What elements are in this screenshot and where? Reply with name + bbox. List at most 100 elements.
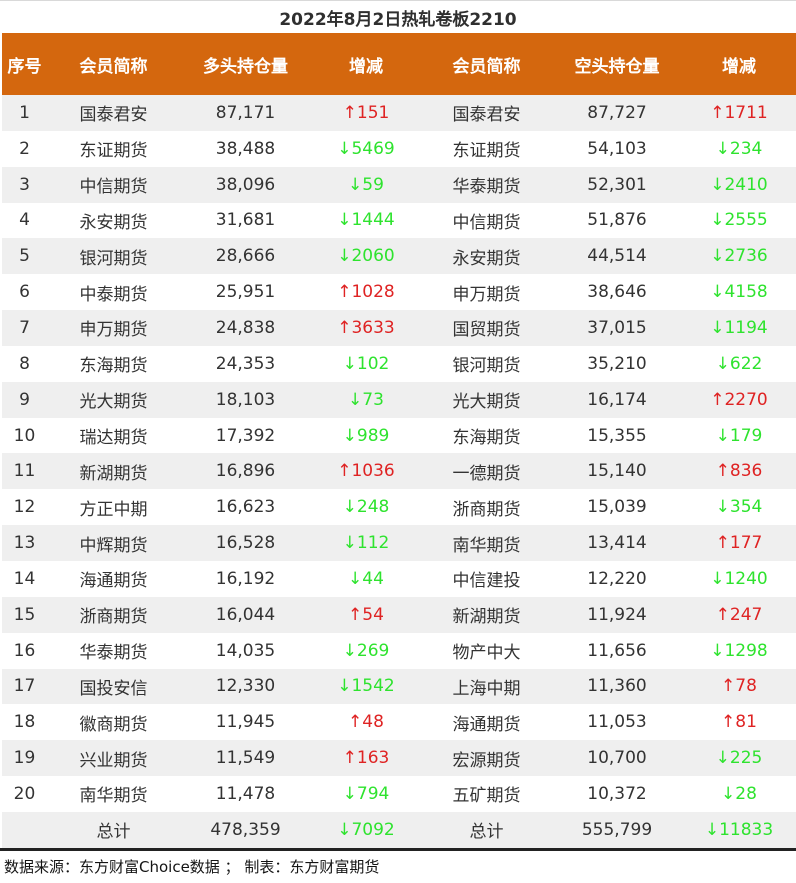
short-member-name: 国贸期货 [452, 320, 521, 341]
long-change-value: ↓269 [342, 640, 390, 661]
short-change-value: ↑78 [721, 676, 757, 697]
row-index: 10 [13, 425, 36, 446]
short-total-change: ↓11833 [704, 819, 774, 840]
table-header: 序号 会员简称 多头持仓量 增减 会员简称 空头持仓量 增减 [0, 33, 796, 95]
header-short-member: 会员简称 [452, 56, 521, 77]
long-member-name: 东证期货 [79, 141, 148, 162]
short-change-value: ↓2410 [710, 174, 768, 195]
short-change-value: ↓354 [715, 497, 763, 518]
short-total-value: 555,799 [581, 819, 653, 840]
long-member-name: 南华期货 [79, 786, 148, 807]
short-member-name: 五矿期货 [452, 786, 521, 807]
short-position-value: 38,646 [587, 282, 647, 303]
long-change-value: ↓248 [342, 497, 390, 518]
long-change-value: ↑54 [348, 604, 384, 625]
long-position-value: 28,666 [215, 246, 276, 267]
short-change-value: ↓4158 [710, 282, 768, 303]
long-member-name: 中信期货 [79, 177, 148, 198]
short-change-value: ↓2555 [710, 210, 768, 231]
row-index: 3 [19, 174, 30, 195]
long-change-value: ↓73 [348, 389, 384, 410]
short-member-name: 中信期货 [452, 212, 521, 233]
short-member-name: 上海中期 [452, 678, 521, 699]
long-position-value: 17,392 [215, 425, 276, 446]
short-change-value: ↑2270 [710, 389, 768, 410]
short-change-value: ↓1298 [710, 640, 768, 661]
table-row: 5 银河期货 28,666 ↓2060 永安期货 44,514 ↓2736 [0, 238, 796, 275]
long-change-value: ↑1028 [337, 282, 395, 303]
long-position-value: 11,945 [215, 712, 276, 733]
long-position-value: 16,528 [215, 533, 276, 554]
long-total-label: 总计 [96, 822, 131, 843]
row-index: 1 [19, 102, 30, 123]
row-index [2, 812, 47, 848]
short-member-name: 东海期货 [452, 428, 521, 449]
total-row: 总计 478,359 ↓7092 总计 555,799 ↓11833 [0, 811, 796, 848]
row-index: 2 [19, 138, 30, 159]
row-index: 6 [19, 282, 30, 303]
row-index: 13 [13, 533, 36, 554]
table-row: 6 中泰期货 25,951 ↑1028 申万期货 38,646 ↓4158 [0, 274, 796, 311]
short-change-value: ↓234 [715, 138, 763, 159]
table-row: 3 中信期货 38,096 ↓59 华泰期货 52,301 ↓2410 [0, 166, 796, 203]
table-row: 19 兴业期货 11,549 ↑163 宏源期货 10,700 ↓225 [0, 740, 796, 777]
short-change-value: ↓179 [715, 425, 763, 446]
table-row: 17 国投安信 12,330 ↓1542 上海中期 11,360 ↑78 [0, 668, 796, 705]
row-index: 19 [13, 748, 36, 769]
short-change-value: ↓2736 [710, 246, 768, 267]
short-member-name: 南华期货 [452, 535, 521, 556]
header-long-change: 增减 [349, 56, 383, 77]
short-member-name: 东证期货 [452, 141, 521, 162]
long-member-name: 新湖期货 [79, 463, 148, 484]
long-member-name: 国投安信 [79, 678, 148, 699]
long-change-value: ↑151 [342, 102, 390, 123]
table-row: 10 瑞达期货 17,392 ↓989 东海期货 15,355 ↓179 [0, 417, 796, 454]
short-position-value: 35,210 [587, 353, 647, 374]
table-row: 18 徽商期货 11,945 ↑48 海通期货 11,053 ↑81 [0, 704, 796, 741]
long-position-value: 11,549 [215, 748, 276, 769]
short-position-value: 10,372 [587, 783, 647, 804]
short-member-name: 一德期货 [452, 463, 521, 484]
long-position-value: 25,951 [215, 282, 276, 303]
long-member-name: 光大期货 [79, 392, 148, 413]
header-row-index: 序号 [7, 56, 42, 77]
short-position-value: 11,656 [587, 640, 647, 661]
long-change-value: ↓2060 [337, 246, 395, 267]
short-position-value: 52,301 [587, 174, 647, 195]
short-position-value: 54,103 [587, 138, 647, 159]
short-change-value: ↓225 [715, 748, 763, 769]
short-position-value: 15,039 [587, 497, 647, 518]
short-member-name: 中信建投 [452, 571, 521, 592]
long-member-name: 申万期货 [79, 320, 148, 341]
long-member-name: 瑞达期货 [79, 428, 148, 449]
table-row: 13 中辉期货 16,528 ↓112 南华期货 13,414 ↑177 [0, 525, 796, 561]
short-member-name: 华泰期货 [452, 177, 521, 198]
page-title: 2022年8月2日热轧卷板2210 [279, 9, 517, 30]
row-index: 17 [13, 676, 36, 697]
header-short-change: 增减 [722, 56, 756, 77]
row-index: 5 [19, 246, 30, 267]
long-change-value: ↓102 [342, 353, 390, 374]
long-position-value: 14,035 [215, 640, 276, 661]
long-total-change: ↓7092 [337, 819, 395, 840]
table-row: 8 东海期货 24,353 ↓102 银河期货 35,210 ↓622 [0, 345, 796, 382]
table-row: 16 华泰期货 14,035 ↓269 物产中大 11,656 ↓1298 [0, 632, 796, 669]
short-member-name: 物产中大 [452, 643, 521, 664]
short-member-name: 光大期货 [452, 392, 521, 413]
short-position-value: 44,514 [587, 246, 647, 267]
long-change-value: ↓44 [348, 568, 384, 589]
row-index: 12 [13, 497, 36, 518]
long-change-value: ↓794 [342, 783, 390, 804]
long-change-value: ↓59 [348, 174, 384, 195]
long-member-name: 华泰期货 [79, 643, 148, 664]
short-change-value: ↓622 [715, 353, 763, 374]
long-position-value: 24,838 [215, 317, 276, 338]
row-index: 14 [13, 568, 36, 589]
row-index: 15 [13, 604, 36, 625]
long-member-name: 海通期货 [79, 571, 148, 592]
table-row: 4 永安期货 31,681 ↓1444 中信期货 51,876 ↓2555 [0, 202, 796, 239]
row-index: 16 [13, 640, 36, 661]
short-member-name: 海通期货 [452, 714, 521, 735]
table-row: 7 申万期货 24,838 ↑3633 国贸期货 37,015 ↓1194 [0, 310, 796, 346]
long-member-name: 东海期货 [79, 356, 148, 377]
